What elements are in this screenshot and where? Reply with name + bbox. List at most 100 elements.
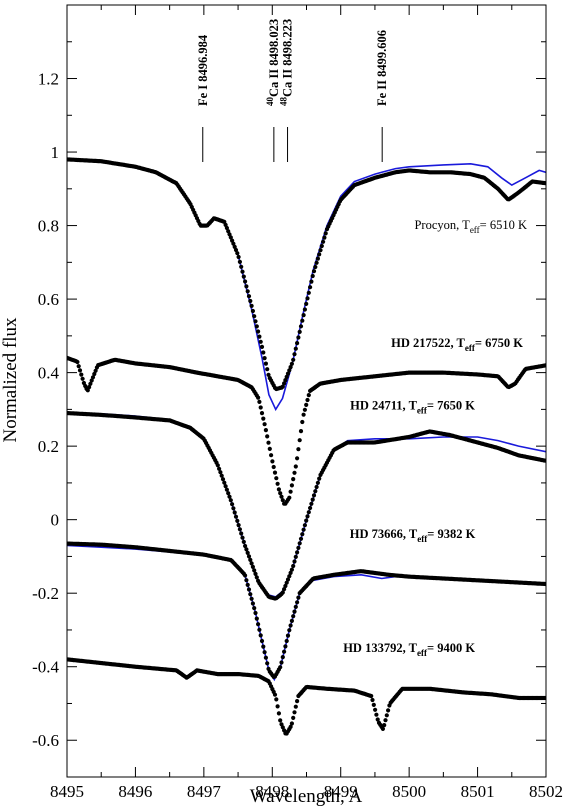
observed-point: [274, 476, 279, 481]
observed-point: [291, 614, 296, 619]
observed-point: [237, 527, 242, 532]
x-tick-label: 8498: [255, 782, 289, 801]
y-tick-label: 0.6: [38, 290, 59, 309]
spectrum-label: HD 217522, Teff= 6750 K: [391, 336, 523, 353]
observed-point: [380, 726, 385, 732]
observed-point: [233, 514, 239, 519]
line-marker-label: Fe I 8496.984: [196, 34, 210, 106]
observed-point: [256, 622, 261, 627]
y-tick-label: -0.4: [32, 658, 59, 677]
observed-point: [311, 269, 317, 274]
observed-point: [278, 491, 283, 496]
observed-point: [246, 294, 252, 299]
observed-point: [252, 606, 257, 611]
y-tick-label: 1: [51, 143, 60, 162]
observed-point: [543, 181, 546, 186]
plot-area: [67, 157, 546, 736]
observed-point: [80, 376, 85, 381]
y-tick-label: 1.2: [38, 70, 59, 89]
observed-point: [314, 484, 319, 490]
observed-point: [276, 487, 281, 492]
observed-point: [314, 260, 319, 265]
observed-point: [254, 575, 259, 580]
observed-point: [254, 616, 259, 621]
observed-point: [250, 601, 255, 606]
observed-point: [240, 269, 245, 274]
observed-point: [249, 596, 254, 601]
observed-point: [295, 456, 300, 461]
observed-point: [278, 665, 283, 670]
observed-point: [369, 693, 374, 699]
observed-point: [240, 535, 245, 540]
observed-point: [298, 324, 304, 329]
observed-point: [224, 487, 229, 492]
observed-point: [283, 583, 288, 589]
observed-point: [256, 329, 261, 334]
observed-point: [249, 303, 254, 308]
observed-point: [77, 368, 83, 373]
observed-point: [287, 495, 292, 500]
model-fit-line: [67, 544, 546, 682]
observed-point: [284, 374, 289, 379]
observed-point: [373, 707, 378, 712]
observed-point: [317, 476, 322, 481]
observed-point: [302, 407, 307, 412]
observed-point: [222, 480, 227, 485]
observed-point: [293, 554, 298, 560]
observed-point: [92, 371, 97, 377]
observed-point: [305, 296, 310, 301]
spectrum-label: HD 73666, Teff= 9382 K: [350, 527, 476, 544]
observed-point: [262, 422, 267, 427]
observed-point: [289, 483, 294, 488]
observed-point: [302, 307, 307, 312]
observed-point: [254, 324, 259, 329]
observed-point: [304, 518, 309, 523]
observed-point: [87, 385, 92, 390]
observed-point: [253, 610, 258, 616]
y-tick-label: 0.8: [38, 217, 59, 236]
observed-point: [266, 372, 271, 377]
observed-point: [297, 329, 302, 334]
observed-point: [239, 531, 244, 536]
observed-point: [301, 527, 306, 532]
line-marker-annotations: Procyon, Teff= 6510 K HD 217522, Teff= 67…: [196, 19, 527, 658]
observed-point: [262, 356, 267, 361]
observed-point: [243, 573, 248, 578]
observed-point: [88, 381, 93, 386]
observed-point: [282, 381, 287, 386]
observed-point: [301, 313, 306, 318]
observed-point: [236, 254, 241, 260]
x-tick-label: 8495: [50, 782, 84, 801]
observed-point: [375, 717, 380, 722]
observed-point: [263, 655, 268, 660]
observed-point: [291, 715, 296, 721]
observed-point: [259, 344, 265, 349]
observed-point: [275, 481, 280, 486]
observed-point: [302, 523, 307, 528]
model-fit-line: [67, 158, 546, 412]
observed-point: [288, 365, 293, 370]
observed-point: [313, 489, 318, 494]
observed-point: [296, 595, 301, 600]
observed-point: [284, 580, 289, 585]
observed-point: [296, 545, 301, 551]
observed-point: [319, 243, 324, 249]
observed-point: [288, 724, 293, 730]
observed-point: [269, 453, 274, 458]
observed-point: [543, 581, 546, 587]
observed-point: [293, 704, 298, 709]
observed-point: [263, 428, 268, 433]
y-axis-title: Normalized flux: [0, 317, 21, 443]
observed-point: [313, 264, 318, 270]
observed-point: [257, 334, 262, 339]
y-tick-label: -0.6: [32, 731, 59, 750]
observed-point: [261, 644, 266, 649]
observed-point: [305, 514, 310, 519]
observed-point: [249, 561, 254, 566]
observed-point: [297, 541, 302, 546]
observed-point: [232, 510, 237, 515]
observed-point: [295, 600, 300, 605]
y-tick-label: 0: [51, 511, 60, 530]
observed-point: [292, 710, 297, 715]
observed-point: [265, 661, 270, 666]
